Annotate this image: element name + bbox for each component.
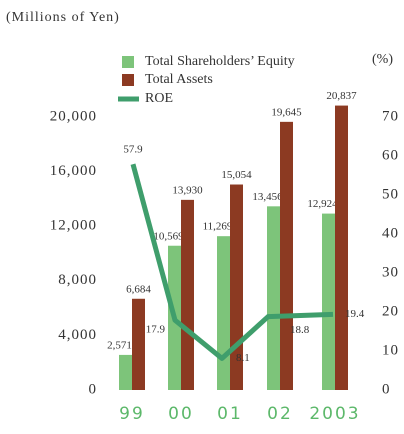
y-tick-label: 8,000	[58, 272, 97, 288]
y-tick-label: 12,000	[50, 218, 97, 234]
y2-tick-label: 10	[382, 342, 399, 358]
y2-tick-label: 50	[382, 186, 399, 202]
bar-value-label: 11,269	[203, 221, 233, 233]
legend-swatch	[122, 56, 134, 68]
chart-title: (Millions of Yen)	[6, 10, 120, 25]
bar	[322, 213, 335, 390]
y2-tick-label: 20	[382, 303, 399, 319]
bar	[217, 236, 230, 390]
bar	[280, 121, 293, 390]
bar-value-label: 13,930	[172, 184, 203, 196]
y2-tick-label: 60	[382, 147, 399, 163]
legend-label: ROE	[145, 91, 173, 106]
bar	[132, 298, 145, 390]
line-value-label: 19.4	[345, 308, 365, 320]
line-value-label: 17.9	[146, 324, 166, 336]
bar-value-label: 19,645	[271, 106, 302, 118]
y-tick-label: 20,000	[50, 108, 97, 124]
bar-value-label: 20,837	[326, 90, 357, 102]
bar-value-label: 6,684	[126, 283, 151, 295]
y2-tick-label: 40	[382, 225, 399, 241]
legend-label: Total Shareholders’ Equity	[145, 54, 295, 69]
y-tick-label: 4,000	[58, 327, 97, 343]
y2-tick-label: 70	[382, 108, 399, 124]
bar	[230, 184, 243, 390]
bar	[119, 354, 132, 390]
bar-value-label: 2,571	[107, 339, 132, 351]
legend-label: Total Assets	[145, 72, 213, 87]
line-value-label: 57.9	[123, 144, 143, 156]
bar	[335, 105, 348, 390]
bar-value-label: 15,054	[221, 169, 252, 181]
y2-axis-label: (%)	[372, 52, 393, 67]
bar	[267, 206, 280, 390]
line-value-label: 8.1	[236, 352, 250, 364]
bar-value-label: 12,924	[307, 198, 338, 210]
y2-tick-label: 30	[382, 264, 399, 280]
x-tick-label: 2003	[309, 404, 360, 424]
x-tick-label: 99	[119, 404, 145, 424]
y-tick-label: 0	[89, 381, 98, 397]
bar-value-label: 13,456	[252, 191, 283, 203]
bar-value-label: 10,569	[153, 230, 184, 242]
roe-line	[130, 163, 334, 361]
y-tick-label: 16,000	[50, 163, 97, 179]
x-tick-label: 00	[168, 404, 194, 424]
y2-tick-label: 0	[382, 381, 391, 397]
line-value-label: 18.8	[290, 324, 310, 336]
x-tick-label: 02	[267, 404, 293, 424]
x-tick-label: 01	[217, 404, 243, 424]
legend-swatch	[122, 74, 134, 86]
bar	[181, 199, 194, 390]
